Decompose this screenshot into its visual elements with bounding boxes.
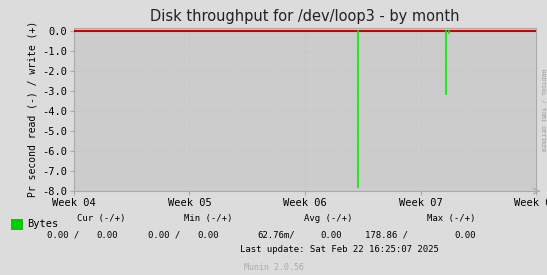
Text: RRDTOOL / TOBI OETIKER: RRDTOOL / TOBI OETIKER	[541, 69, 546, 151]
Title: Disk throughput for /dev/loop3 - by month: Disk throughput for /dev/loop3 - by mont…	[150, 9, 459, 24]
Text: Bytes: Bytes	[27, 219, 59, 229]
Text: Min (-/+): Min (-/+)	[184, 214, 232, 223]
Text: 0.00: 0.00	[321, 231, 342, 240]
Text: 0.00 /: 0.00 /	[148, 231, 181, 240]
Text: 0.00: 0.00	[197, 231, 219, 240]
Text: 62.76m/: 62.76m/	[258, 231, 295, 240]
Text: Cur (-/+): Cur (-/+)	[77, 214, 125, 223]
Text: 0.00 /: 0.00 /	[47, 231, 79, 240]
Text: 0.00: 0.00	[96, 231, 118, 240]
Text: Last update: Sat Feb 22 16:25:07 2025: Last update: Sat Feb 22 16:25:07 2025	[240, 245, 439, 254]
Text: Avg (-/+): Avg (-/+)	[304, 214, 352, 223]
Text: Max (-/+): Max (-/+)	[427, 214, 475, 223]
Text: 178.86 /: 178.86 /	[364, 231, 408, 240]
Text: 0.00: 0.00	[455, 231, 476, 240]
Y-axis label: Pr second read (-) / write (+): Pr second read (-) / write (+)	[28, 21, 38, 197]
Text: Munin 2.0.56: Munin 2.0.56	[243, 263, 304, 271]
